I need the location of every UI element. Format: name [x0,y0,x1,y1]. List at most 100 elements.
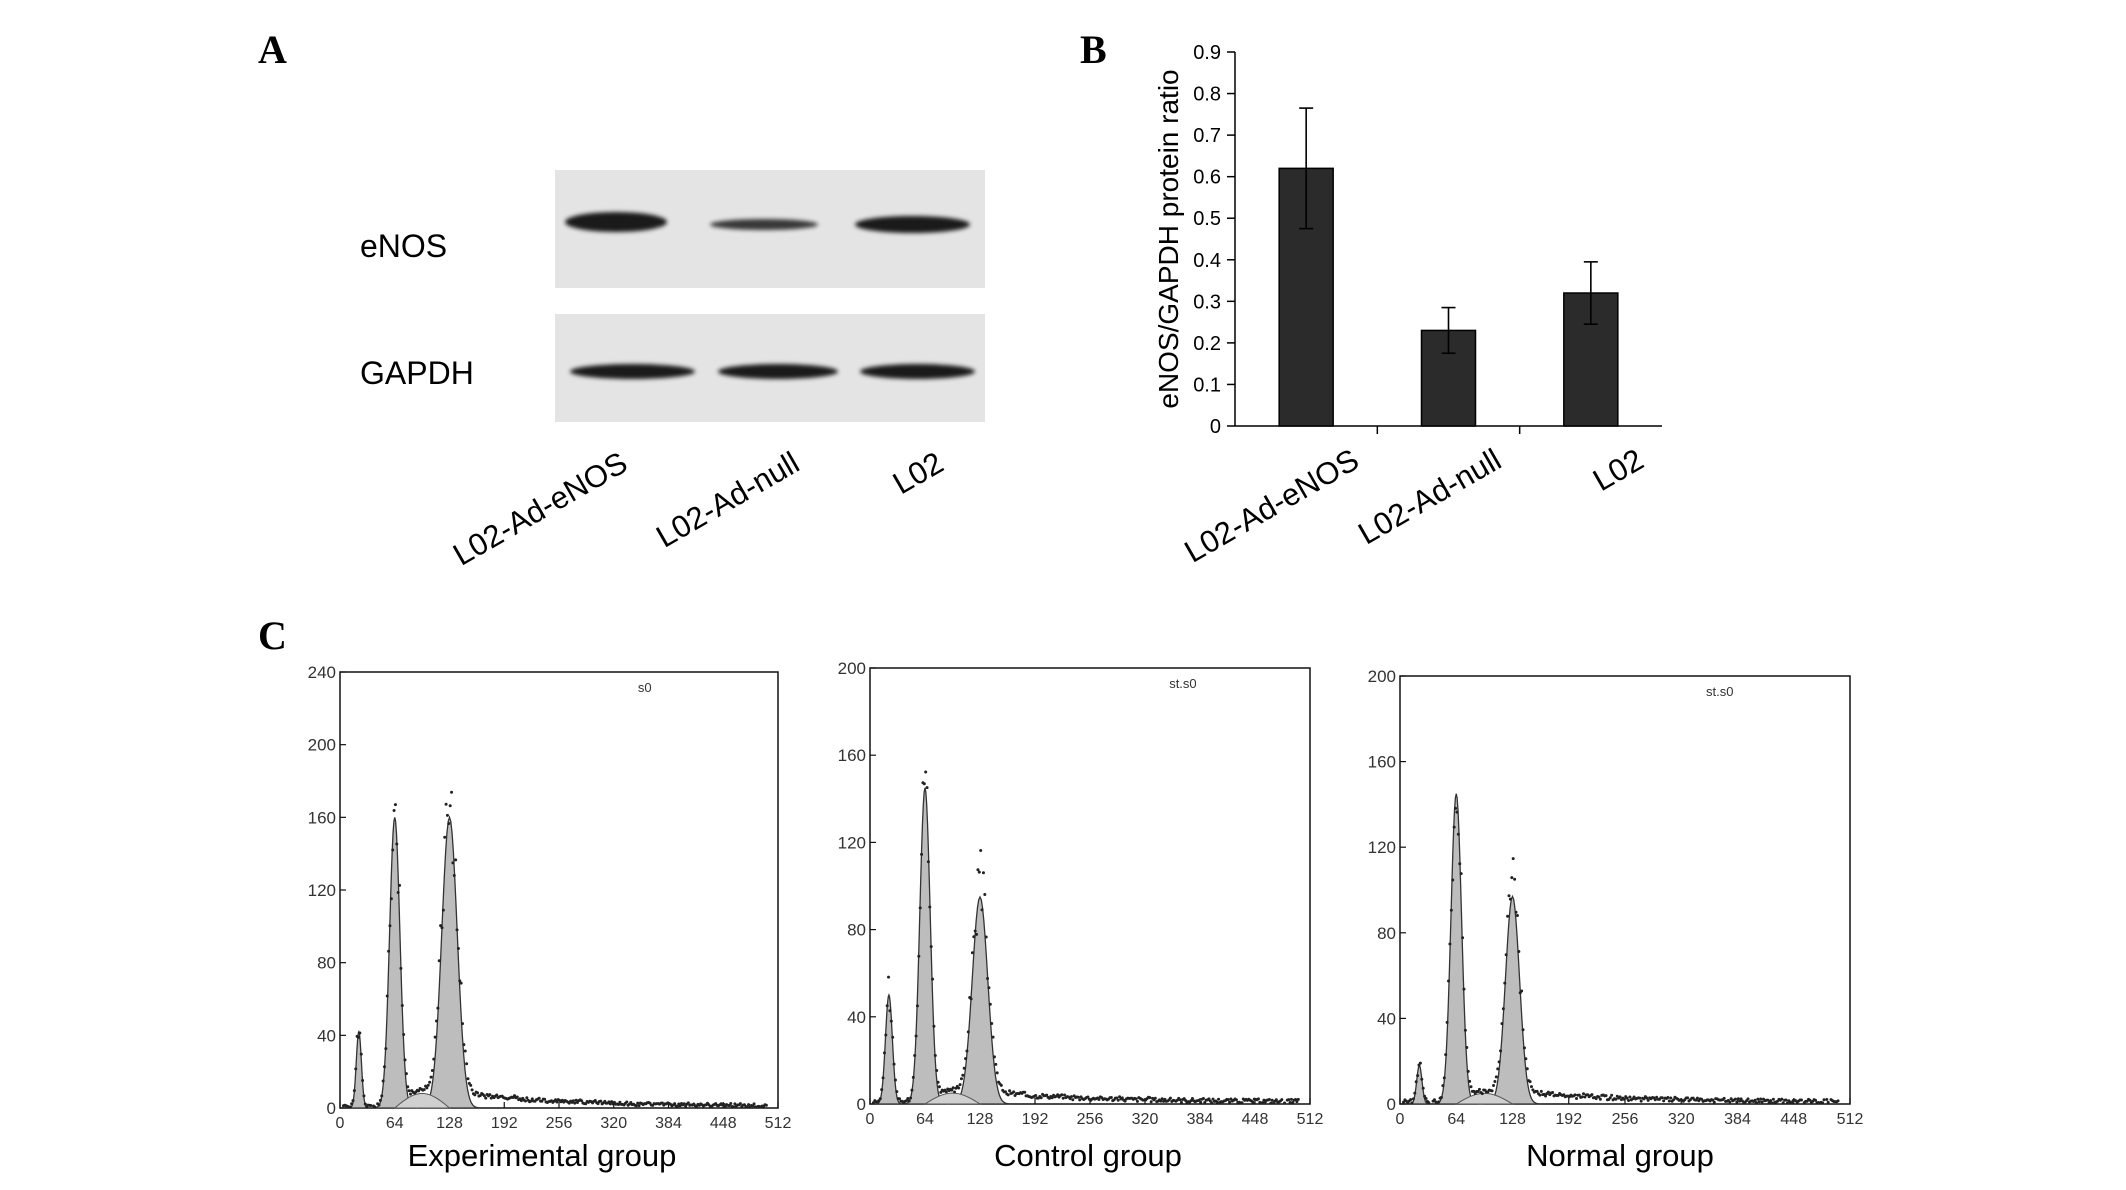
histogram-normal-data-point [1622,1097,1626,1101]
histogram-normal-data-point [1413,1091,1417,1095]
histogram-normal-data-point [1614,1097,1618,1101]
histogram-control-data-point [929,945,933,949]
histogram-experimental-data-point [580,1099,584,1103]
histogram-experimental-data-point [436,1006,440,1010]
histogram-control-x-tick-label: 256 [1077,1111,1104,1128]
histogram-experimental-data-point [675,1104,679,1108]
histogram-normal-data-point [1733,1097,1737,1101]
histogram-control-data-point [987,986,991,990]
histogram-normal-data-point [1466,1069,1470,1073]
histogram-normal-data-point [1769,1099,1773,1103]
histogram-control-data-point [885,1004,889,1008]
histogram-normal-data-point [1510,876,1514,880]
histogram-control-data-point [991,1035,995,1039]
histogram-control-data-point [936,1080,940,1084]
histogram-normal-data-point [1535,1089,1539,1093]
histogram-normal-data-point [1418,1061,1422,1065]
histogram-control-data-point [918,906,922,910]
histogram-normal-data-point [1574,1097,1578,1101]
histogram-normal-data-point [1513,877,1517,881]
histogram-control-data-point [888,1009,892,1013]
histogram-control-data-point [1211,1097,1215,1101]
histogram-normal-data-point [1462,987,1466,991]
histogram-experimental-data-point [380,1094,384,1098]
histogram-experimental-data-point [636,1101,640,1105]
histogram-experimental-data-point [738,1102,742,1106]
bar-y-tick-label: 0.5 [1193,208,1221,230]
histogram-control-data-point [925,786,929,790]
blot-band-enos-lane-2 [710,219,818,230]
histogram-experimental-data-point [519,1099,523,1103]
histogram-normal-data-point [1756,1097,1760,1101]
histogram-experimental-data-point [398,883,402,887]
histogram-experimental-data-point [354,1067,358,1071]
histogram-control-data-point [924,770,928,774]
histogram-control-data-point [1228,1100,1232,1104]
histogram-control-data-point [979,849,983,852]
histogram-experimental-data-point [723,1105,727,1109]
histogram-experimental-s-phase-area [393,1092,451,1109]
bar-y-tick-label: 0.7 [1193,125,1221,147]
histogram-control-data-point [1234,1098,1238,1102]
histogram-experimental-y-tick-label: 240 [308,663,336,682]
histogram-control-data-point [1274,1098,1278,1102]
histogram-normal-data-point [1662,1099,1666,1103]
histogram-normal-data-point [1497,1060,1501,1064]
histogram-normal-x-tick-label: 128 [1499,1111,1526,1128]
histogram-control-data-point [1008,1089,1012,1093]
histogram-control-data-point [1123,1099,1127,1103]
histogram-control-data-point [1118,1095,1122,1099]
bar-y-tick-label: 0.3 [1193,291,1221,313]
histogram-normal-data-point [1441,1084,1445,1088]
histogram-normal-data-point [1722,1096,1726,1100]
histogram-experimental-data-point [382,1065,386,1069]
histogram-experimental-data-point [625,1100,629,1104]
histogram-normal-data-point [1465,1046,1469,1050]
histogram-control-data-point [1034,1094,1038,1098]
histogram-experimental-data-point [429,1075,433,1079]
histogram-normal-data-point [1445,1020,1449,1024]
histogram-experimental-data-point [433,1035,437,1039]
histogram-normal-corner-text: st.s0 [1706,684,1733,699]
histogram-experimental-data-point [482,1094,486,1098]
histogram-experimental-data-point [373,1105,377,1109]
histogram-control-x-tick-label: 192 [1022,1111,1049,1128]
histogram-experimental-data-point [377,1103,381,1107]
histogram-experimental-data-point [529,1099,533,1103]
histogram-control-data-point [939,1090,943,1094]
histogram-normal-data-point [1799,1098,1803,1102]
histogram-normal-data-point [1825,1098,1829,1102]
histogram-normal-data-point [1608,1096,1612,1100]
histogram-experimental-data-point [391,848,395,852]
histogram-control-data-point [1086,1095,1090,1099]
histogram-normal-data-point [1736,1097,1740,1101]
histogram-normal-data-point [1826,1100,1830,1104]
histogram-normal-data-point [1517,950,1521,954]
histogram-experimental-data-point [399,966,403,970]
bar-y-tick-label: 0.6 [1193,167,1221,189]
histogram-normal-data-point [1771,1097,1775,1101]
bar-2 [1420,329,1477,427]
histogram-experimental-data-point [350,1102,354,1106]
histogram-normal-data-point [1836,1099,1840,1103]
histogram-control-data-point [909,1096,913,1100]
histogram-control-data-point [1190,1096,1194,1100]
histogram-control-y-tick-label: 120 [838,833,866,852]
histogram-control-data-point [1097,1097,1101,1101]
histogram-experimental-data-point [402,1032,406,1036]
blot-band-enos-lane-1 [565,212,667,232]
histogram-control-data-point [959,1077,963,1081]
histogram-control-x-tick-label: 384 [1187,1111,1214,1128]
histogram-control-data-point [1045,1093,1049,1097]
bar-y-tick-label: 0.2 [1193,333,1221,355]
histogram-normal-data-point [1686,1096,1690,1100]
histogram-experimental-x-tick-label: 64 [386,1115,404,1132]
histogram-normal-data-point [1515,914,1519,917]
histogram-control-data-point [1012,1090,1016,1094]
histogram-normal-data-point [1597,1095,1601,1099]
histogram-control-data-point [937,1085,941,1089]
histogram-experimental-data-point [440,926,444,930]
histogram-control-data-point [1295,1100,1299,1104]
histogram-control-data-point [1179,1100,1183,1104]
histogram-control-data-point [895,1090,899,1094]
